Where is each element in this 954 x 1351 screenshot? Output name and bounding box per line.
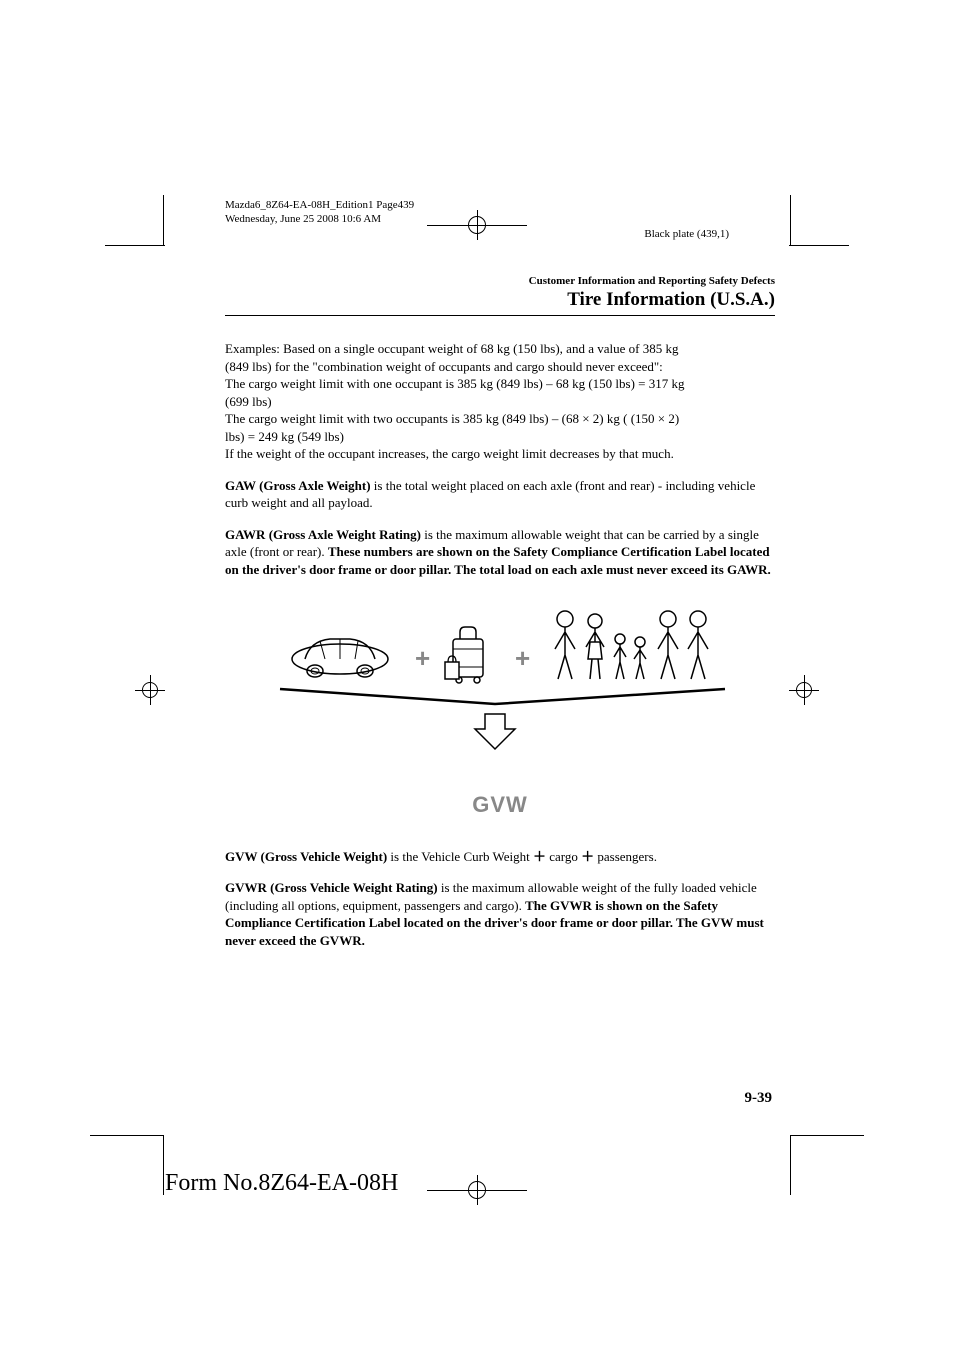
header-plate: Black plate (439,1) <box>644 228 729 240</box>
gvw-diagram: + + <box>225 599 775 818</box>
crop-mark <box>163 1135 164 1195</box>
paragraph-gaw: GAW (Gross Axle Weight) is the total wei… <box>225 477 775 512</box>
section-header: Customer Information and Reporting Safet… <box>225 275 775 311</box>
gvw-label: GVW <box>225 792 775 818</box>
gvw-diagram-svg: + + <box>260 599 740 779</box>
paragraph-examples: Examples: Based on a single occupant wei… <box>225 340 775 463</box>
paragraph-gawr: GAWR (Gross Axle Weight Rating) is the m… <box>225 526 775 579</box>
crop-mark <box>163 195 164 245</box>
svg-text:+: + <box>515 643 530 673</box>
paragraph-gvw: GVW (Gross Vehicle Weight) is the Vehicl… <box>225 848 775 866</box>
crop-mark <box>790 1135 791 1195</box>
crop-mark <box>90 1135 164 1136</box>
section-title: Tire Information (U.S.A.) <box>225 289 775 311</box>
registration-mark-right <box>789 675 819 705</box>
section-divider <box>225 315 775 316</box>
form-number: Form No.8Z64-EA-08H <box>165 1170 398 1197</box>
registration-mark-top <box>427 210 527 240</box>
header-doc-id: Mazda6_8Z64-EA-08H_Edition1 Page439 <box>225 198 414 212</box>
registration-mark-left <box>135 675 165 705</box>
section-subtitle: Customer Information and Reporting Safet… <box>225 275 775 287</box>
header-left: Mazda6_8Z64-EA-08H_Edition1 Page439 Wedn… <box>225 198 414 227</box>
registration-mark-bottom <box>427 1175 527 1205</box>
page-number: 9-39 <box>745 1090 773 1107</box>
header-date: Wednesday, June 25 2008 10:6 AM <box>225 212 414 226</box>
crop-mark <box>789 245 849 246</box>
crop-mark <box>790 1135 864 1136</box>
crop-mark <box>105 245 165 246</box>
svg-text:+: + <box>415 643 430 673</box>
crop-mark <box>790 195 791 245</box>
paragraph-gvwr: GVWR (Gross Vehicle Weight Rating) is th… <box>225 879 775 949</box>
main-content: Customer Information and Reporting Safet… <box>225 275 775 963</box>
